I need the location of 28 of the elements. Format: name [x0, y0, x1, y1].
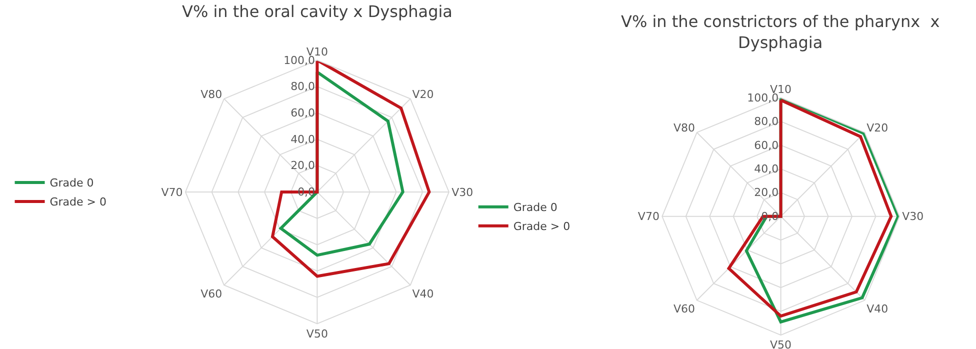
y-tick-label: 80,0 [290, 80, 316, 94]
spoke-label: V70 [638, 210, 660, 224]
spoke-label: V50 [770, 338, 792, 349]
legend-label: Grade > 0 [513, 220, 570, 234]
spoke-label: V30 [452, 186, 474, 199]
chart-title: V% in the constrictors of the pharynx x Dysphagia [621, 12, 940, 52]
legend-label: Grade > 0 [50, 196, 107, 209]
chart-title: V% in the oral cavity x Dysphagia [182, 2, 452, 21]
spoke-label: V80 [200, 88, 222, 102]
spoke-label: V60 [673, 302, 695, 316]
spoke-label: V60 [200, 288, 222, 301]
y-tick-label: 40,0 [754, 162, 779, 176]
y-tick-label: 40,0 [290, 132, 316, 146]
spoke-label: V20 [412, 88, 434, 102]
spoke-label: V80 [673, 122, 695, 135]
y-tick-label: 20,0 [290, 159, 316, 172]
y-tick-label: 60,0 [754, 138, 779, 152]
y-tick-label: 80,0 [754, 115, 779, 128]
spoke-label: V70 [161, 186, 183, 199]
legend-label: Grade 0 [513, 201, 558, 214]
y-tick-label: 60,0 [290, 106, 316, 120]
y-tick-label: 20,0 [754, 186, 779, 200]
spoke-label: V40 [866, 302, 888, 316]
spoke-label: V20 [866, 122, 888, 135]
spoke-label: V30 [902, 210, 924, 224]
spoke-label: V50 [306, 327, 328, 340]
spoke-label: V40 [412, 288, 434, 301]
legend-label: Grade 0 [50, 176, 94, 190]
